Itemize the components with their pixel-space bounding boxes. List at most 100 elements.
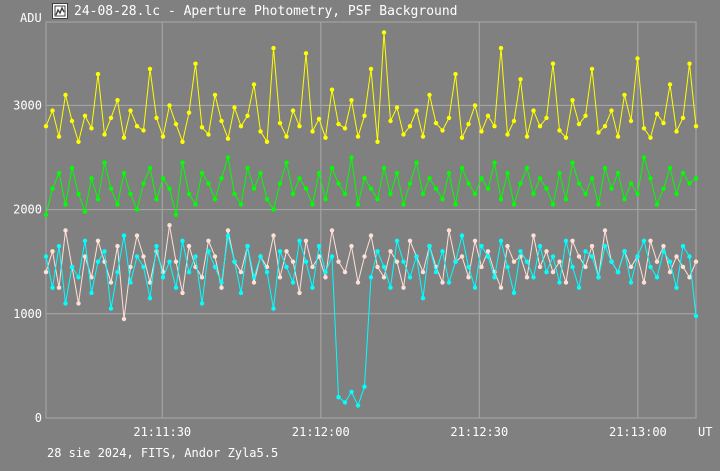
data-point-yellow bbox=[524, 134, 530, 139]
x-tick-label: 21:11:30 bbox=[133, 425, 191, 439]
series-line-cyan bbox=[45, 235, 697, 407]
data-point-green bbox=[219, 176, 224, 181]
data-point-cyan bbox=[362, 384, 367, 389]
data-point-green bbox=[518, 181, 523, 186]
data-point-yellow bbox=[50, 108, 55, 113]
data-point-green bbox=[375, 197, 380, 202]
data-point-cyan bbox=[440, 249, 445, 254]
data-point-yellow bbox=[394, 105, 400, 110]
data-point-cyan bbox=[544, 269, 549, 275]
series-line-yellow bbox=[45, 32, 697, 144]
data-point-green bbox=[154, 197, 159, 202]
data-point-green bbox=[420, 191, 426, 197]
data-point-cyan bbox=[251, 275, 257, 280]
data-point-yellow bbox=[661, 120, 666, 126]
data-point-yellow bbox=[368, 66, 374, 72]
data-point-yellow bbox=[284, 134, 289, 139]
data-point-green bbox=[95, 197, 101, 202]
data-point-yellow bbox=[407, 124, 413, 129]
data-point-green bbox=[440, 197, 445, 202]
data-point-green bbox=[349, 155, 354, 160]
data-point-green bbox=[602, 165, 608, 171]
data-point-pink bbox=[544, 249, 549, 254]
data-point-pink bbox=[297, 290, 302, 296]
data-point-pink bbox=[323, 275, 328, 280]
data-point-cyan bbox=[76, 275, 81, 280]
data-point-cyan bbox=[43, 254, 49, 259]
data-point-green bbox=[245, 165, 250, 171]
data-point-green bbox=[193, 202, 198, 207]
data-point-pink bbox=[108, 280, 114, 285]
data-point-yellow bbox=[674, 129, 679, 134]
data-point-pink bbox=[407, 238, 413, 243]
data-point-yellow bbox=[206, 132, 211, 137]
data-point-green bbox=[394, 170, 400, 176]
data-point-yellow bbox=[193, 61, 198, 66]
data-point-yellow bbox=[589, 66, 595, 72]
y-axis-unit-label: ADU bbox=[20, 11, 42, 25]
data-point-pink bbox=[531, 233, 536, 238]
data-point-yellow bbox=[76, 139, 81, 144]
data-point-cyan bbox=[466, 264, 471, 270]
data-point-yellow bbox=[69, 118, 75, 124]
data-point-cyan bbox=[336, 395, 341, 400]
data-point-cyan bbox=[225, 233, 231, 238]
data-point-green bbox=[329, 165, 335, 171]
data-point-pink bbox=[43, 269, 49, 275]
data-point-cyan bbox=[134, 254, 140, 259]
data-point-pink bbox=[459, 254, 465, 259]
data-point-yellow bbox=[297, 124, 302, 129]
data-point-cyan bbox=[609, 259, 614, 264]
data-point-cyan bbox=[433, 269, 439, 275]
data-point-green bbox=[511, 202, 517, 207]
data-point-cyan bbox=[128, 280, 133, 285]
data-point-cyan bbox=[206, 249, 211, 254]
data-point-green bbox=[362, 176, 367, 181]
data-point-green bbox=[427, 176, 432, 181]
y-tick-label: 2000 bbox=[13, 203, 42, 217]
data-point-yellow bbox=[115, 98, 120, 103]
data-point-pink bbox=[199, 275, 205, 280]
data-point-pink bbox=[563, 280, 569, 285]
data-point-green bbox=[492, 160, 497, 165]
data-point-yellow bbox=[290, 108, 296, 113]
data-point-green bbox=[108, 186, 114, 191]
data-point-pink bbox=[173, 259, 179, 264]
data-point-yellow bbox=[388, 118, 393, 124]
data-point-pink bbox=[524, 275, 530, 280]
data-point-yellow bbox=[128, 108, 133, 113]
data-point-green bbox=[505, 170, 510, 176]
data-point-yellow bbox=[505, 132, 510, 137]
data-point-yellow bbox=[212, 92, 218, 98]
lightcurve-app-icon[interactable] bbox=[52, 3, 68, 19]
data-point-cyan bbox=[56, 243, 62, 249]
data-point-yellow bbox=[141, 128, 146, 133]
data-point-green bbox=[446, 170, 452, 176]
data-point-green bbox=[563, 197, 569, 202]
data-point-yellow bbox=[199, 125, 205, 130]
data-point-pink bbox=[277, 275, 283, 280]
data-point-yellow bbox=[602, 124, 608, 129]
data-point-pink bbox=[589, 243, 595, 249]
data-point-yellow bbox=[433, 120, 439, 126]
data-point-yellow bbox=[355, 134, 361, 139]
data-point-yellow bbox=[446, 115, 452, 121]
data-point-green bbox=[264, 197, 270, 202]
data-point-yellow bbox=[570, 98, 575, 103]
data-point-pink bbox=[550, 269, 556, 275]
data-point-yellow bbox=[654, 111, 660, 116]
data-point-green bbox=[433, 186, 439, 191]
data-point-yellow bbox=[459, 135, 465, 140]
data-point-green bbox=[661, 186, 666, 191]
data-point-pink bbox=[355, 280, 361, 285]
data-point-green bbox=[472, 191, 478, 197]
data-point-pink bbox=[180, 290, 185, 296]
data-point-pink bbox=[76, 301, 81, 306]
data-point-cyan bbox=[557, 280, 562, 285]
data-point-green bbox=[414, 160, 419, 165]
window-title: 24-08-28.lc - Aperture Photometry, PSF B… bbox=[74, 4, 458, 19]
title-bar: 24-08-28.lc - Aperture Photometry, PSF B… bbox=[0, 0, 720, 24]
data-point-green bbox=[401, 202, 406, 207]
data-point-green bbox=[76, 191, 81, 197]
data-point-pink bbox=[505, 243, 510, 249]
